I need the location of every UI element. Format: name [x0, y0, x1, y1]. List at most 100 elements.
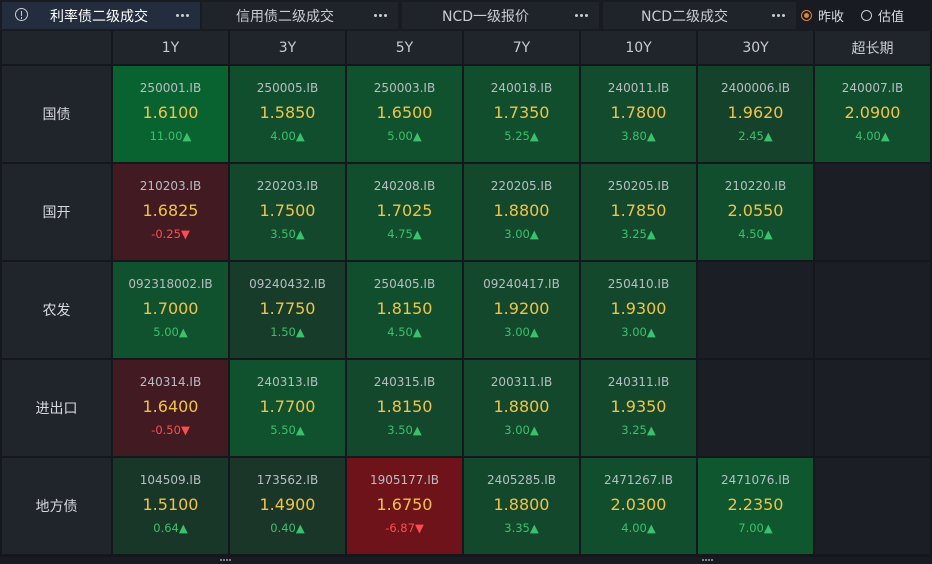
empty-cell — [815, 360, 930, 456]
empty-cell — [698, 360, 813, 456]
bond-cell[interactable]: 1905177.IB 1.6750 -6.87▼ — [347, 458, 462, 554]
bond-cell[interactable]: 220203.IB 1.7500 3.50▲ — [230, 164, 345, 260]
bond-change: 0.64▲ — [153, 521, 188, 535]
bond-cell[interactable]: 2471267.IB 2.0300 4.00▲ — [581, 458, 696, 554]
bond-code: 240315.IB — [373, 375, 436, 389]
bond-code: 173562.IB — [256, 473, 319, 487]
radio-prev-close[interactable]: 昨收 — [801, 7, 844, 25]
bond-code: 092318002.IB — [128, 277, 213, 291]
bond-code: 104509.IB — [139, 473, 202, 487]
bond-yield: 2.0300 — [610, 495, 667, 514]
bond-code: 240007.IB — [841, 81, 904, 95]
bond-yield: 1.9620 — [727, 103, 784, 122]
bond-code: 250003.IB — [373, 81, 436, 95]
resize-grip-icon[interactable] — [702, 558, 713, 562]
bond-cell[interactable]: 250405.IB 1.8150 4.50▲ — [347, 262, 462, 358]
bond-yield: 1.8150 — [376, 397, 433, 416]
bond-cell[interactable]: 240208.IB 1.7025 4.75▲ — [347, 164, 462, 260]
tab-rate-bond-secondary[interactable]: 利率债二级成交 — [2, 2, 200, 29]
bond-cell[interactable]: 173562.IB 1.4900 0.40▲ — [230, 458, 345, 554]
bond-yield: 1.4900 — [259, 495, 316, 514]
bond-change: 4.50▲ — [387, 325, 422, 339]
empty-cell — [698, 262, 813, 358]
column-header: 5Y — [347, 31, 462, 64]
bond-change: 3.00▲ — [621, 325, 656, 339]
bond-yield: 2.2350 — [727, 495, 784, 514]
bond-change: 4.00▲ — [621, 521, 656, 535]
bond-cell[interactable]: 240011.IB 1.7800 3.80▲ — [581, 66, 696, 162]
bond-cell[interactable]: 240315.IB 1.8150 3.50▲ — [347, 360, 462, 456]
bond-cell[interactable]: 250005.IB 1.5850 4.00▲ — [230, 66, 345, 162]
bond-change: 3.50▲ — [387, 423, 422, 437]
radio-selected-icon — [801, 9, 812, 21]
bond-cell[interactable]: 240313.IB 1.7700 5.50▲ — [230, 360, 345, 456]
bond-change: 3.25▲ — [621, 423, 656, 437]
bond-cell[interactable]: 250003.IB 1.6500 5.00▲ — [347, 66, 462, 162]
column-header: 3Y — [230, 31, 345, 64]
bond-code: 1905177.IB — [369, 473, 440, 487]
more-icon[interactable] — [575, 14, 589, 18]
bond-cell[interactable]: 240018.IB 1.7350 5.25▲ — [464, 66, 579, 162]
bond-change: 7.00▲ — [738, 521, 773, 535]
bond-yield: 1.9350 — [610, 397, 667, 416]
bond-cell[interactable]: 250410.IB 1.9300 3.00▲ — [581, 262, 696, 358]
bond-cell[interactable]: 240311.IB 1.9350 3.25▲ — [581, 360, 696, 456]
column-header: 超长期 — [815, 31, 930, 64]
tab-credit-bond-secondary[interactable]: 信用债二级成交 — [202, 2, 398, 29]
bond-change: 4.00▲ — [855, 129, 890, 143]
more-icon[interactable] — [176, 14, 190, 18]
bond-cell[interactable]: 250205.IB 1.7850 3.25▲ — [581, 164, 696, 260]
bond-yield: 1.6100 — [142, 103, 199, 122]
bond-cell[interactable]: 250001.IB 1.6100 11.00▲ — [113, 66, 228, 162]
bond-change: 3.00▲ — [504, 325, 539, 339]
bond-code: 220205.IB — [490, 179, 553, 193]
tab-label: 信用债二级成交 — [236, 8, 334, 25]
bond-change: 2.45▲ — [738, 129, 773, 143]
more-icon[interactable] — [374, 14, 388, 18]
bond-yield: 1.7025 — [376, 201, 433, 220]
bond-change: 5.00▲ — [387, 129, 422, 143]
bond-change: 3.25▲ — [621, 227, 656, 241]
bond-cell[interactable]: 240007.IB 2.0900 4.00▲ — [815, 66, 930, 162]
bond-cell[interactable]: 104509.IB 1.5100 0.64▲ — [113, 458, 228, 554]
bond-cell[interactable]: 2405285.IB 1.8800 3.35▲ — [464, 458, 579, 554]
bond-change: 5.50▲ — [270, 423, 305, 437]
radio-valuation[interactable]: 估值 — [861, 7, 904, 25]
tab-ncd-primary-quote[interactable]: NCD一级报价 — [402, 2, 599, 29]
bond-change: -6.87▼ — [385, 521, 424, 535]
more-icon[interactable] — [772, 14, 786, 18]
bond-change: 5.25▲ — [504, 129, 539, 143]
bond-yield: 1.7800 — [610, 103, 667, 122]
resize-bar[interactable] — [0, 557, 932, 564]
info-icon[interactable] — [15, 8, 28, 21]
bond-yield: 1.8800 — [493, 397, 550, 416]
bond-code: 240018.IB — [490, 81, 553, 95]
tab-ncd-secondary[interactable]: NCD二级成交 — [603, 2, 796, 29]
bond-change: 3.50▲ — [270, 227, 305, 241]
bond-yield: 1.8150 — [376, 299, 433, 318]
bond-cell[interactable]: 2400006.IB 1.9620 2.45▲ — [698, 66, 813, 162]
bond-change: 3.00▲ — [504, 227, 539, 241]
empty-cell — [815, 262, 930, 358]
bond-cell[interactable]: 210203.IB 1.6825 -0.25▼ — [113, 164, 228, 260]
bond-cell[interactable]: 220205.IB 1.8800 3.00▲ — [464, 164, 579, 260]
bond-code: 2471076.IB — [720, 473, 791, 487]
bond-change: 0.40▲ — [270, 521, 305, 535]
row-label: 国开 — [2, 164, 111, 260]
radio-unselected-icon — [861, 9, 872, 21]
bond-cell[interactable]: 09240417.IB 1.9200 3.00▲ — [464, 262, 579, 358]
bond-cell[interactable]: 200311.IB 1.8800 3.00▲ — [464, 360, 579, 456]
tab-label: NCD二级成交 — [640, 8, 729, 25]
bond-cell[interactable]: 240314.IB 1.6400 -0.50▼ — [113, 360, 228, 456]
bond-code: 210203.IB — [139, 179, 202, 193]
bond-cell[interactable]: 210220.IB 2.0550 4.50▲ — [698, 164, 813, 260]
bond-yield: 1.6825 — [142, 201, 199, 220]
resize-grip-icon[interactable] — [220, 558, 231, 562]
column-header: 10Y — [581, 31, 696, 64]
bond-cell[interactable]: 092318002.IB 1.7000 5.00▲ — [113, 262, 228, 358]
bond-cell[interactable]: 09240432.IB 1.7750 1.50▲ — [230, 262, 345, 358]
bond-code: 09240417.IB — [483, 277, 560, 291]
bond-change: 4.00▲ — [270, 129, 305, 143]
bond-yield: 1.7850 — [610, 201, 667, 220]
bond-cell[interactable]: 2471076.IB 2.2350 7.00▲ — [698, 458, 813, 554]
